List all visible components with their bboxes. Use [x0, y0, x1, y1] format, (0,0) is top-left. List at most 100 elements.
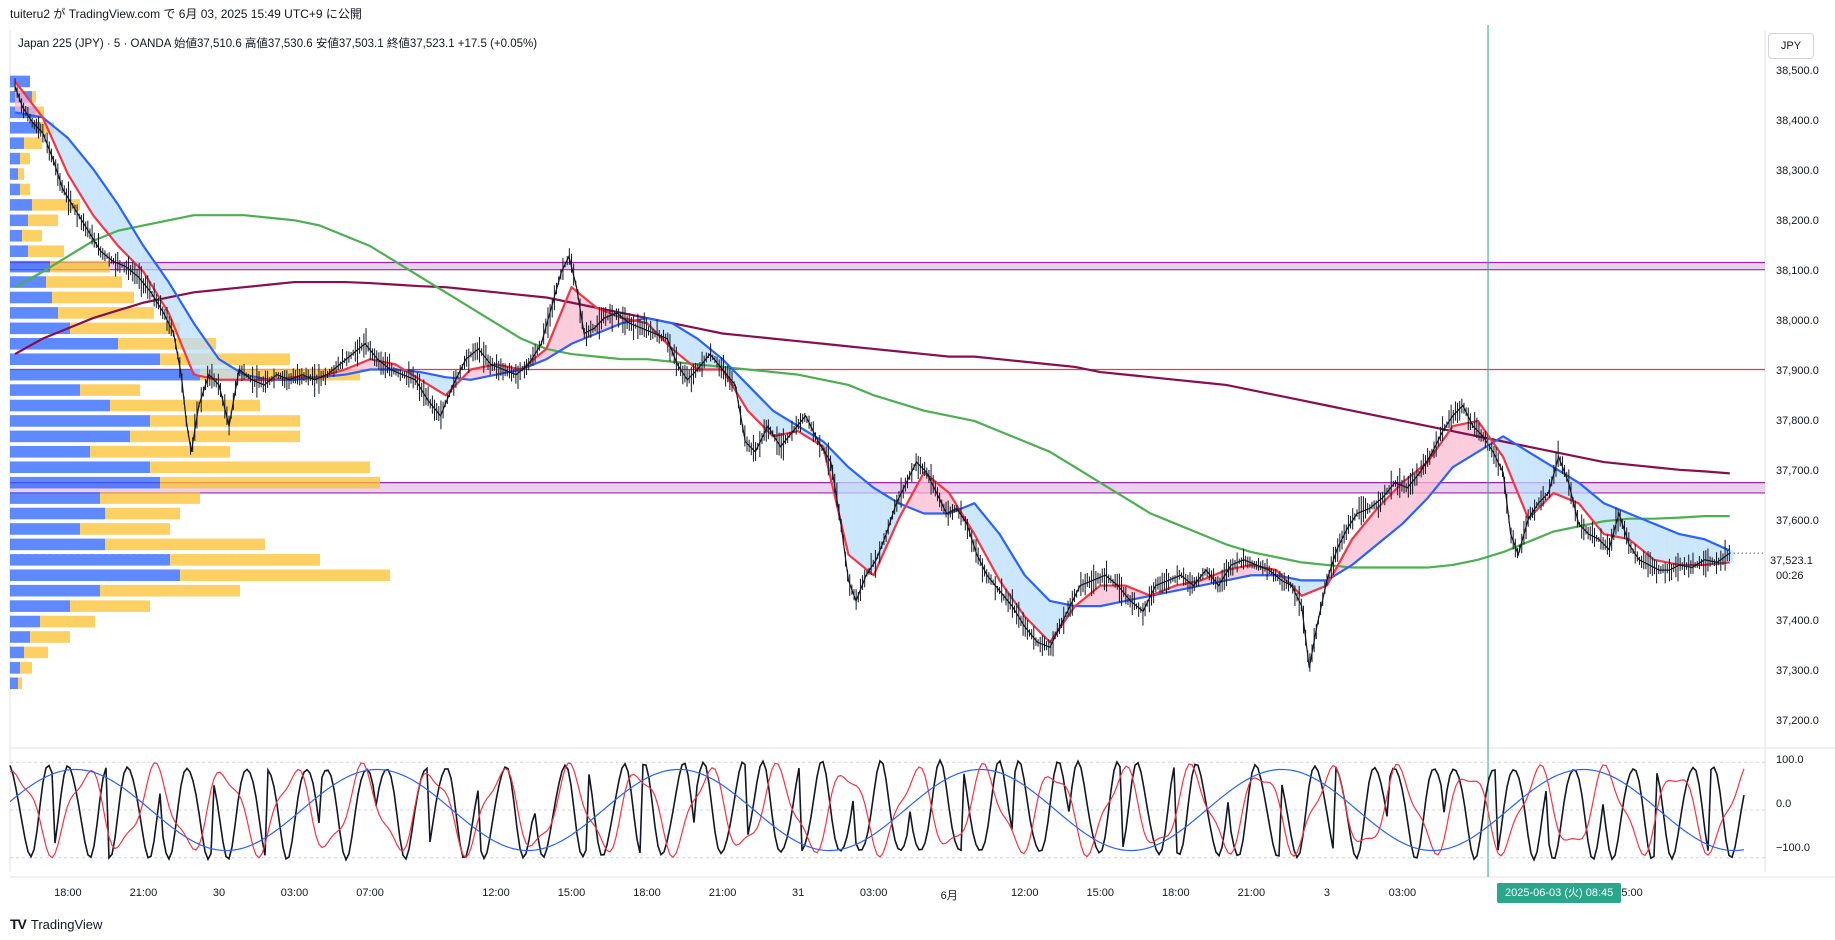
volume-profile-sell-bar — [150, 415, 300, 427]
volume-profile-sell-bar — [180, 569, 390, 582]
ma-cloud-segment — [1689, 536, 1696, 565]
ma-cloud-segment — [757, 395, 765, 428]
ma-cloud-segment — [751, 388, 758, 421]
ma-cloud-segment — [745, 382, 752, 415]
currency-button[interactable]: JPY — [1768, 33, 1814, 59]
ma-cloud-segment — [978, 507, 985, 553]
ma-cloud-segment — [1456, 424, 1463, 465]
volume-profile-buy-bar — [10, 245, 28, 257]
oscillator-tick-label: 100.0 — [1776, 754, 1804, 766]
tradingview-brand: TV TradingView — [10, 916, 102, 932]
moving-average-line — [14, 80, 1730, 644]
ma-cloud-segment — [1500, 437, 1507, 467]
ma-cloud-segment — [1450, 425, 1457, 471]
ma-cloud-segment — [1374, 504, 1382, 547]
volume-profile-buy-bar — [10, 214, 28, 227]
volume-profile-buy-bar — [10, 368, 200, 381]
level-zone — [10, 482, 1765, 493]
volume-profile-buy-bar — [10, 121, 40, 134]
ma-cloud-segment — [1362, 519, 1369, 557]
brand-text: TradingView — [30, 916, 103, 932]
x-tick-label: 21:00 — [708, 887, 737, 899]
ma-cloud-segment — [688, 333, 695, 368]
volume-profile-sell-bar — [58, 307, 154, 319]
ma-cloud-segment — [1437, 438, 1444, 486]
ma-cloud-segment — [852, 470, 859, 563]
volume-profile-buy-bar — [10, 569, 180, 582]
volume-profile-buy-bar — [10, 662, 20, 674]
volume-profile-buy-bar — [10, 276, 46, 288]
crosshair-time-label: 2025-06-03 (火) 08:45 — [1497, 883, 1622, 903]
ma-cloud-segment — [103, 183, 110, 236]
volume-profile-buy-bar — [10, 75, 30, 88]
volume-profile-sell-bar — [20, 152, 30, 165]
ma-cloud-segment — [1393, 485, 1400, 532]
volume-profile-buy-bar — [10, 384, 80, 396]
ma-cloud-segment — [1639, 517, 1646, 553]
ma-cloud-segment — [474, 367, 481, 380]
volume-profile-buy-bar — [10, 183, 20, 196]
ma-cloud-segment — [443, 376, 450, 394]
ma-cloud-segment — [1657, 525, 1665, 562]
ma-cloud-segment — [52, 125, 60, 155]
x-tick-label: 18:00 — [1162, 887, 1190, 899]
volume-profile-buy-bar — [10, 168, 18, 180]
x-tick-label: 30 — [212, 887, 226, 899]
ma-cloud-segment — [1047, 598, 1054, 640]
ma-cloud-segment — [1343, 543, 1350, 571]
ma-cloud-segment — [1085, 592, 1092, 607]
ma-cloud-segment — [1519, 446, 1526, 513]
volume-profile-sell-bar — [70, 600, 150, 612]
y-tick-label: 37,700.0 — [1776, 465, 1819, 477]
ma-cloud-segment — [1462, 422, 1470, 462]
oscillator-line-signal — [9, 762, 1745, 859]
ma-cloud-segment — [732, 369, 739, 397]
ma-cloud-segment — [1670, 530, 1677, 565]
ma-cloud-segment — [921, 475, 928, 514]
volume-profile-buy-bar — [10, 415, 150, 427]
moving-average-line — [14, 111, 1731, 608]
ma-cloud-segment — [436, 375, 444, 394]
volume-profile-sell-bar — [160, 353, 290, 365]
y-tick-label: 38,400.0 — [1776, 115, 1819, 127]
ma-cloud-segment — [1104, 585, 1111, 606]
x-tick-label: 15:00 — [1615, 887, 1643, 899]
y-tick-label: 37,400.0 — [1776, 615, 1819, 627]
x-tick-label: 3 — [1323, 887, 1330, 899]
x-tick-label: 03:00 — [280, 887, 309, 899]
ma-cloud-segment — [1097, 585, 1105, 607]
y-tick-label: 38,200.0 — [1776, 215, 1819, 227]
ma-cloud-segment — [77, 150, 85, 201]
volume-profile-buy-bar — [10, 353, 160, 365]
ma-cloud-segment — [1506, 438, 1514, 482]
volume-profile-sell-bar — [100, 584, 240, 597]
ma-cloud-segment — [1664, 527, 1671, 564]
symbol-legend: Japan 225 (JPY) · 5 · OANDA 始値37,510.6 高… — [18, 38, 538, 50]
volume-profile-sell-bar — [32, 199, 80, 211]
volume-profile-sell-bar — [18, 677, 22, 690]
ma-cloud-segment — [1645, 520, 1652, 558]
volume-profile-buy-bar — [10, 399, 110, 412]
y-tick-label: 37,600.0 — [1776, 515, 1819, 527]
volume-profile-sell-bar — [20, 662, 32, 674]
ma-cloud-segment — [1532, 454, 1539, 515]
ma-cloud-segment — [783, 416, 790, 435]
x-tick-label: 12:00 — [482, 887, 510, 899]
ma-cloud-segment — [990, 523, 998, 576]
ma-cloud-segment — [864, 480, 872, 574]
ma-cloud-segment — [776, 412, 784, 436]
ma-cloud-segment — [1292, 578, 1300, 594]
ma-cloud-segment — [1431, 447, 1438, 494]
volume-profile-sell-bar — [18, 168, 24, 180]
oscillator-line-fast — [9, 758, 1745, 862]
ma-cloud-segment — [1381, 498, 1388, 542]
volume-profile-buy-bar — [10, 523, 80, 535]
ma-cloud-segment — [738, 375, 746, 407]
y-tick-label: 37,300.0 — [1776, 665, 1819, 677]
ma-cloud-segment — [1443, 429, 1451, 479]
volume-profile-sell-bar — [90, 446, 230, 458]
volume-profile-buy-bar — [10, 446, 90, 458]
ma-cloud-segment — [1525, 450, 1533, 515]
ma-cloud-segment — [694, 337, 702, 370]
